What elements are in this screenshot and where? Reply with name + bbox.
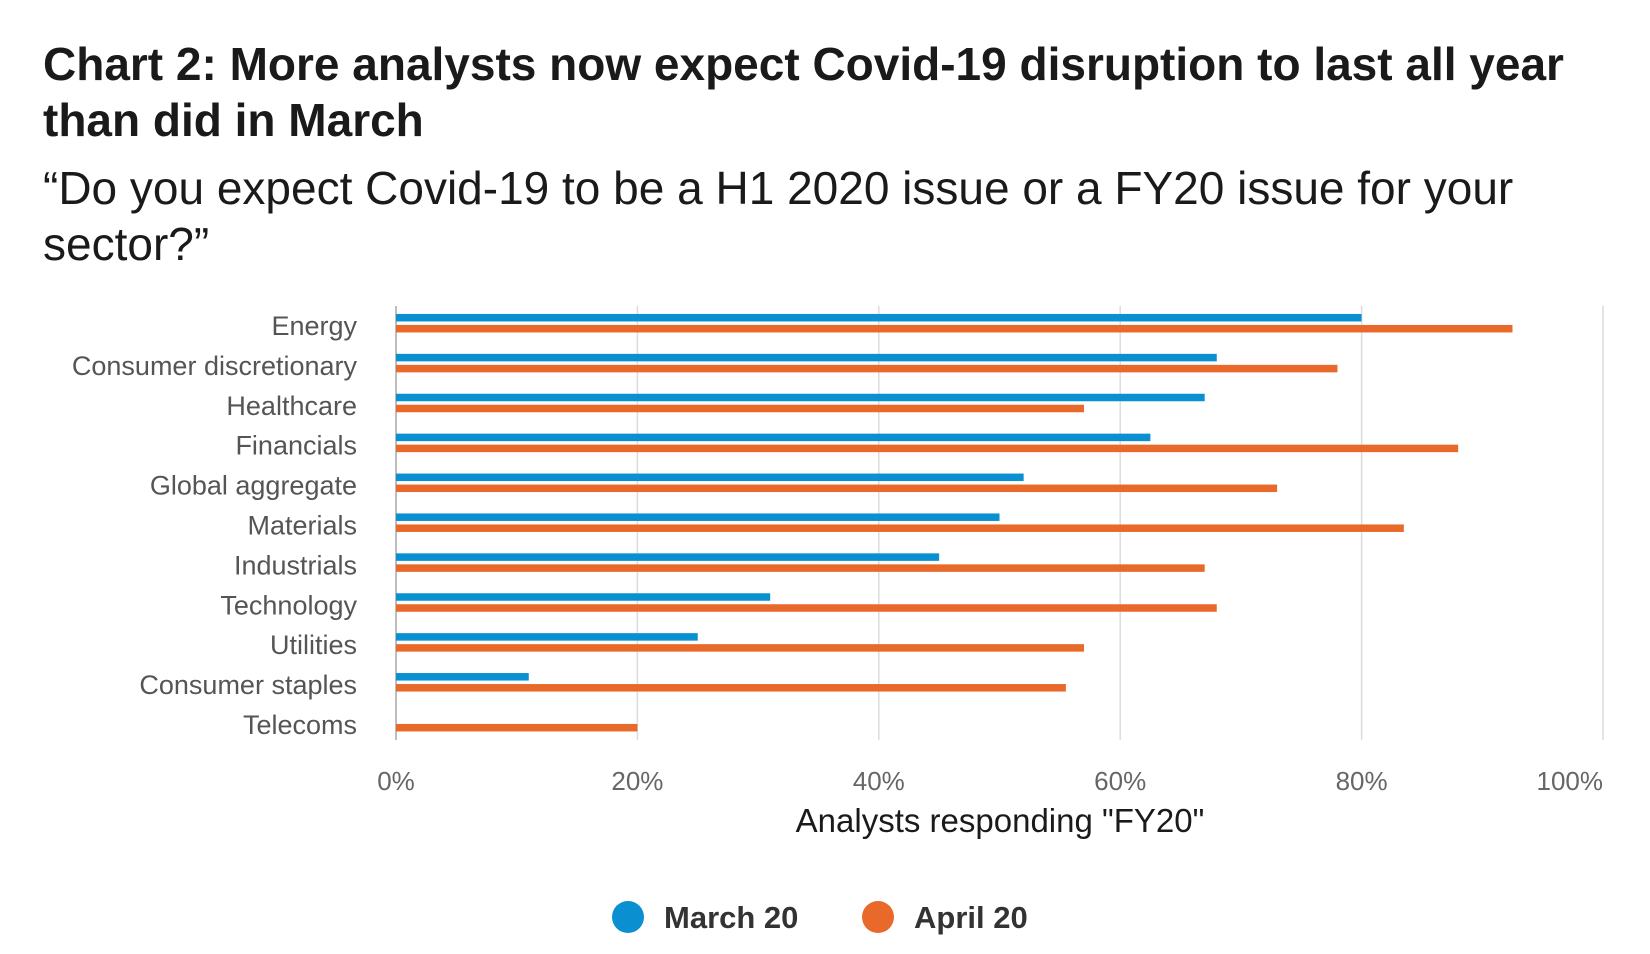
x-tick-label: 40% xyxy=(853,766,905,796)
x-tick-label: 20% xyxy=(611,766,663,796)
x-tick-labels: 0% 20% 40% 60% 80% 100% xyxy=(377,766,1603,796)
bars xyxy=(396,313,1513,732)
grid-lines xyxy=(395,306,1604,740)
legend: March 20 April 20 xyxy=(612,900,1028,935)
category-label: Consumer discretionary xyxy=(72,351,358,381)
legend-label: April 20 xyxy=(914,900,1028,935)
x-axis-label: Analysts responding "FY20" xyxy=(796,802,1205,839)
bar-april xyxy=(396,604,1217,612)
category-label: Global aggregate xyxy=(150,471,357,501)
bar-april xyxy=(396,484,1278,493)
bar-march xyxy=(396,313,1362,322)
bar-april xyxy=(396,564,1205,572)
bar-april xyxy=(396,723,638,732)
category-label: Industrials xyxy=(234,550,357,580)
category-label: Utilities xyxy=(270,630,357,660)
bar-march xyxy=(396,673,529,681)
bar-march xyxy=(396,393,1205,402)
category-label: Materials xyxy=(247,510,357,540)
bar-april xyxy=(396,644,1084,652)
bar-april xyxy=(396,324,1513,333)
x-tick-label: 60% xyxy=(1094,766,1146,796)
bar-march xyxy=(396,553,940,561)
category-label: Consumer staples xyxy=(139,670,357,700)
category-label: Financials xyxy=(235,431,357,461)
category-label: Energy xyxy=(271,311,357,341)
chart-title: Chart 2: More analysts now expect Covid-… xyxy=(43,38,1564,146)
legend-label: March 20 xyxy=(664,900,798,935)
bar-april xyxy=(396,364,1338,373)
bar-april xyxy=(396,444,1459,453)
x-tick-label: 100% xyxy=(1537,766,1604,796)
x-tick-label: 0% xyxy=(377,766,415,796)
category-labels: Energy Consumer discretionary Healthcare Fi… xyxy=(72,311,358,740)
category-label: Telecoms xyxy=(243,710,357,740)
bar-march xyxy=(396,593,771,601)
bar-march xyxy=(396,473,1024,482)
bar-march xyxy=(396,513,1000,521)
bar-april xyxy=(396,684,1066,692)
bar-march xyxy=(396,433,1151,442)
category-label: Technology xyxy=(220,590,357,620)
chart-subtitle: “Do you expect Covid-19 to be a H1 2020 … xyxy=(43,162,1514,270)
x-tick-label: 80% xyxy=(1336,766,1388,796)
bar-april xyxy=(396,404,1084,413)
bar-march xyxy=(396,633,698,641)
legend-marker xyxy=(612,901,644,933)
legend-marker xyxy=(862,901,894,933)
bar-march xyxy=(396,353,1217,362)
bar-april xyxy=(396,524,1404,532)
category-label: Healthcare xyxy=(226,391,357,421)
